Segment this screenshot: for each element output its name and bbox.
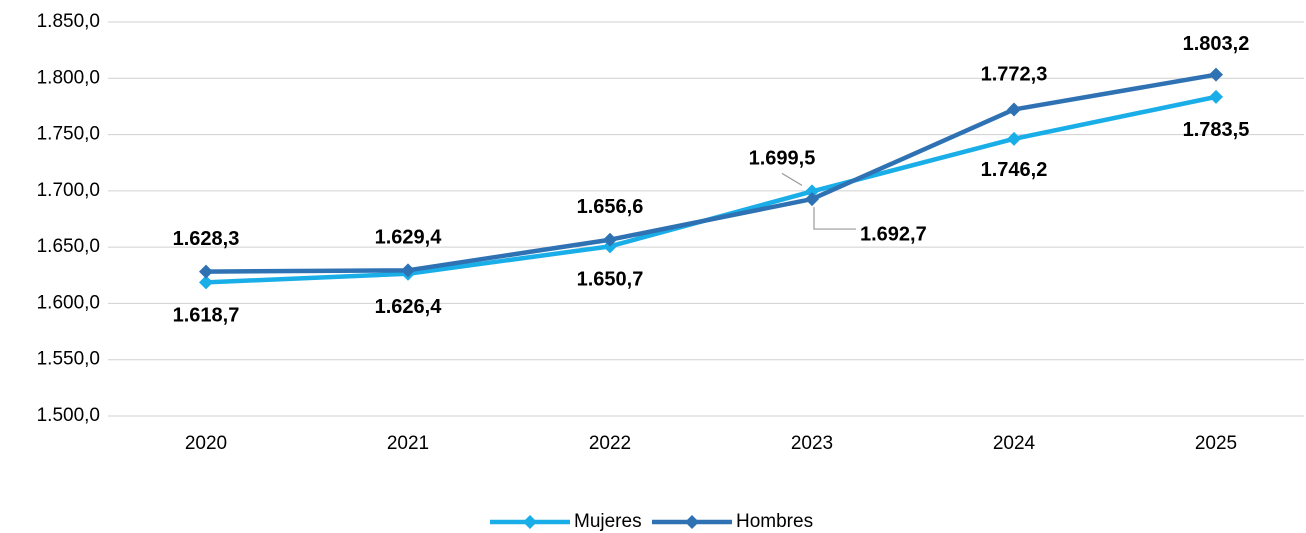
data-label: 1.650,7 [577, 269, 644, 291]
legend-marker [685, 515, 699, 529]
data-label: 1.656,6 [577, 196, 644, 218]
data-label: 1.618,7 [173, 305, 240, 327]
data-label: 1.626,4 [375, 296, 443, 318]
legend-label: Hombres [736, 511, 813, 532]
x-tick-label: 2023 [791, 433, 833, 454]
y-tick-label: 1.800,0 [37, 67, 100, 88]
y-tick-label: 1.750,0 [37, 124, 100, 145]
series-line [205, 72, 1217, 274]
leader-line [813, 207, 856, 230]
data-label: 1.699,5 [749, 148, 816, 170]
point-marker [1007, 131, 1021, 146]
point-marker [199, 264, 213, 279]
y-tick-label: 1.500,0 [37, 405, 100, 426]
x-tick-label: 2024 [993, 433, 1036, 454]
data-label: 1.783,5 [1183, 119, 1250, 141]
point-marker [603, 232, 617, 247]
series-line [205, 94, 1217, 285]
legend-label: Mujeres [574, 511, 642, 532]
y-tick-label: 1.650,0 [37, 236, 100, 257]
data-label: 1.803,2 [1183, 33, 1250, 55]
point-marker [805, 184, 819, 199]
x-tick-label: 2020 [185, 433, 227, 454]
leader-line [781, 172, 803, 186]
point-marker [199, 275, 213, 290]
point-marker [1209, 89, 1223, 104]
legend-marker [523, 515, 537, 529]
x-tick-label: 2022 [589, 433, 631, 454]
x-tick-label: 2021 [387, 433, 429, 454]
y-tick-label: 1.600,0 [37, 292, 100, 313]
y-tick-label: 1.850,0 [37, 11, 100, 32]
x-tick-label: 2025 [1195, 433, 1237, 454]
point-marker [1209, 67, 1223, 82]
data-label: 1.692,7 [860, 223, 927, 245]
data-label: 1.772,3 [981, 64, 1048, 86]
point-marker [401, 263, 415, 278]
y-tick-label: 1.700,0 [37, 180, 100, 201]
y-tick-label: 1.550,0 [37, 349, 100, 370]
point-marker [805, 192, 819, 207]
data-label: 1.746,2 [981, 159, 1048, 181]
point-marker [1007, 102, 1021, 117]
data-label: 1.629,4 [375, 227, 443, 249]
data-label: 1.628,3 [173, 228, 240, 250]
